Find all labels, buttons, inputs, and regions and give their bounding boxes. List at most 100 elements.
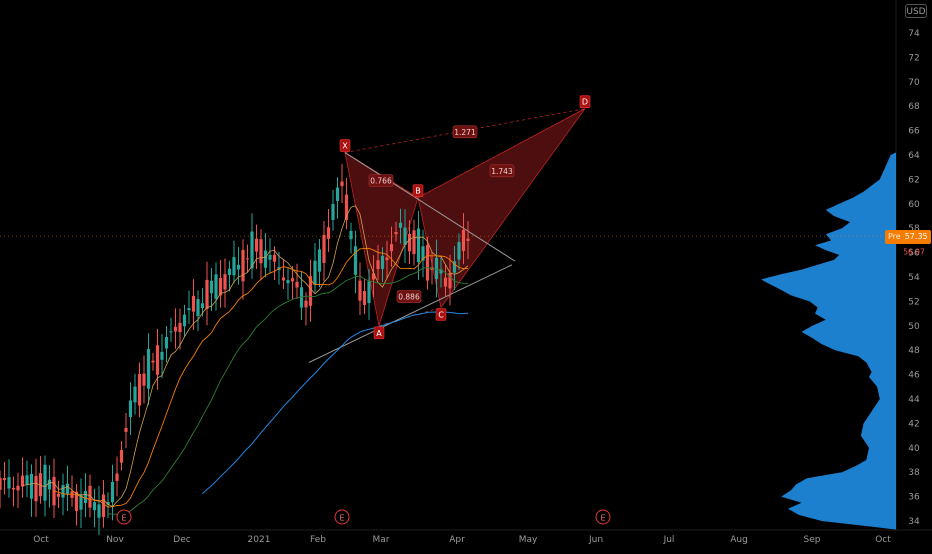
candle — [290, 266, 295, 300]
earnings-marker-circle — [116, 509, 132, 525]
candle — [169, 317, 173, 342]
candle-body — [146, 349, 151, 389]
candle-body — [443, 277, 448, 287]
candle-body — [142, 373, 146, 386]
ratio-label: 0.766 — [368, 174, 394, 187]
price-tick-label: 44 — [908, 395, 920, 405]
candle — [259, 229, 263, 281]
candle — [47, 464, 52, 508]
candle — [7, 459, 11, 498]
candle-body — [56, 493, 61, 497]
candle-body — [421, 246, 425, 261]
candle — [466, 221, 470, 260]
pattern-label-text: A — [376, 329, 382, 338]
candle-body — [25, 475, 29, 485]
candle — [322, 220, 326, 282]
price-tick-label: 72 — [908, 53, 919, 63]
candle-body — [38, 473, 43, 497]
candle — [155, 328, 160, 390]
candle-body — [308, 276, 313, 306]
earnings-marker-text: E — [339, 514, 344, 523]
candle — [205, 261, 209, 326]
candle-body — [272, 254, 277, 262]
candle-body — [326, 227, 331, 239]
candle-body — [241, 249, 245, 282]
last-price-tag: Pre 57.35 — [885, 230, 931, 244]
candle-body — [7, 477, 11, 489]
pattern-point-x: X — [339, 139, 351, 152]
candle-body — [182, 314, 187, 327]
candle-body — [65, 483, 70, 495]
candle-body — [335, 187, 340, 202]
candle-body — [394, 232, 398, 235]
candle-body — [2, 478, 7, 481]
candle-body — [205, 279, 209, 309]
ratio-label: 1.271 — [452, 125, 478, 139]
earnings-marker[interactable]: E — [116, 509, 132, 525]
candle — [83, 473, 88, 518]
candle — [353, 230, 358, 294]
candle-body — [106, 501, 110, 505]
candle-body — [434, 257, 439, 280]
candle-body — [448, 272, 452, 289]
price-tick-label: 40 — [908, 444, 920, 454]
candle-body — [425, 245, 430, 281]
ma-long-line — [107, 267, 469, 515]
candle — [137, 362, 142, 418]
candle — [421, 229, 425, 278]
candle — [218, 259, 223, 308]
ratio-label-text: 1.743 — [491, 167, 513, 176]
candle — [110, 464, 115, 521]
candle — [245, 244, 250, 273]
candle — [362, 278, 367, 315]
candle-body — [34, 475, 38, 502]
ratio-label-box — [452, 125, 478, 139]
candle — [61, 473, 65, 516]
candle — [313, 243, 317, 293]
candle — [335, 177, 340, 219]
price-tick-label: 62 — [908, 175, 919, 185]
candle — [349, 222, 353, 254]
candle — [209, 268, 214, 312]
candle-body — [254, 238, 259, 252]
earnings-marker[interactable]: E — [595, 509, 611, 525]
candle — [268, 238, 272, 274]
candle — [70, 475, 74, 507]
candle — [443, 265, 448, 297]
earnings-marker-circle — [334, 509, 350, 525]
candle-body — [268, 254, 272, 260]
candle — [16, 472, 20, 508]
candle — [389, 226, 394, 267]
candle-body — [358, 280, 362, 301]
candle — [92, 488, 97, 528]
candle — [425, 236, 430, 290]
price-tick-label: 36 — [908, 493, 920, 503]
candle — [416, 210, 421, 280]
candle-body — [349, 230, 353, 240]
candle — [304, 292, 308, 326]
candle-body — [281, 277, 286, 281]
time-tick-label: Oct — [33, 535, 49, 545]
pattern-label-text: B — [415, 187, 421, 196]
earnings-marker[interactable]: E — [334, 509, 350, 525]
candle — [241, 239, 245, 300]
candle-body — [187, 308, 191, 311]
earnings-marker-text: E — [121, 514, 126, 523]
candle — [20, 457, 25, 498]
candle — [214, 262, 218, 311]
ratio-label-text: 1.271 — [454, 128, 476, 137]
candle — [407, 220, 412, 265]
candle-body — [398, 222, 403, 228]
candle — [286, 267, 290, 300]
pattern-label-box — [435, 308, 447, 321]
pattern-label-box — [412, 184, 424, 197]
candle-body — [196, 299, 200, 317]
currency-badge[interactable]: USD — [905, 4, 927, 18]
time-tick-label: Oct — [875, 535, 891, 545]
candle — [56, 480, 61, 509]
pattern-label-text: X — [342, 142, 348, 151]
price-tick-label: 68 — [908, 102, 920, 112]
candle — [232, 240, 236, 284]
